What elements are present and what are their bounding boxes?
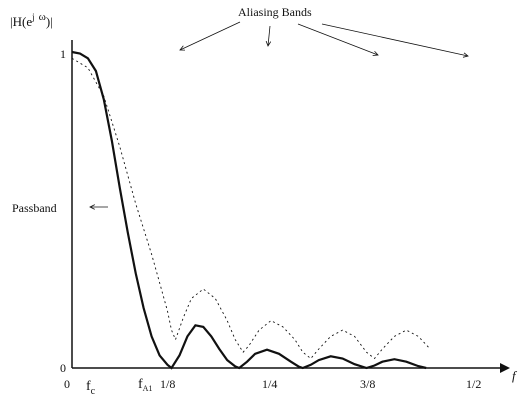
x-tick-one-half: 1/2 [466, 377, 481, 391]
x-tick-fc: fc [86, 379, 96, 396]
aliasing-arrow-4 [321, 23, 468, 56]
x-axis-arrow-icon [500, 363, 510, 373]
y-tick-1: 1 [60, 47, 66, 61]
x-tick-origin: 0 [64, 377, 70, 391]
x-tick-one-quarter: 1/4 [262, 377, 277, 391]
response-curves [71, 50, 431, 370]
passband-label: Passband [12, 201, 57, 215]
y-axis-label: |H(ej ω)| [10, 11, 53, 29]
aliasing-bands-label: Aliasing Bands [238, 5, 312, 19]
x-axis-label: f [512, 368, 518, 383]
x-tick-one-eighth: 1/8 [160, 377, 175, 391]
aliasing-arrow-3 [297, 23, 378, 55]
x-tick-three-eighths: 3/8 [360, 377, 375, 391]
series-solid-line [71, 50, 427, 370]
series-dashed-line [71, 57, 431, 360]
aliasing-arrow-1 [180, 21, 241, 50]
x-tick-fa1: fA1 [138, 377, 152, 393]
y-tick-0: 0 [60, 361, 66, 375]
aliasing-arrow-2 [268, 25, 270, 46]
